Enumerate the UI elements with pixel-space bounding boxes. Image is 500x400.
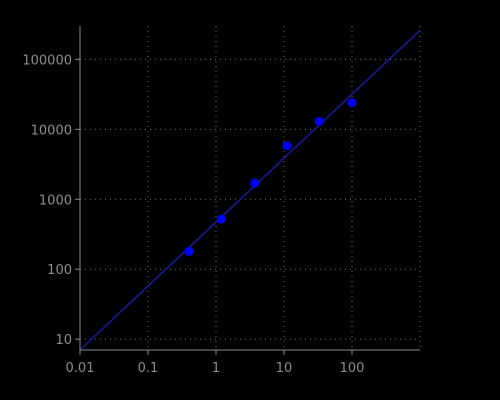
data-points	[184, 98, 357, 256]
x-tick-label: 10	[276, 361, 293, 376]
data-point	[314, 116, 324, 126]
axes: 0.01 0.1 1 10 100 10 100 1000 10000 100000	[22, 26, 420, 376]
data-point	[347, 98, 357, 108]
y-tick-label: 100	[47, 263, 72, 278]
fit-line	[79, 29, 421, 351]
fit-line-layer	[79, 29, 421, 351]
x-tick-label: 100	[340, 361, 365, 376]
x-tick-label: 1	[212, 361, 220, 376]
data-point	[282, 141, 292, 151]
y-tick-label: 1000	[39, 193, 72, 208]
y-tick-label: 10000	[31, 123, 72, 138]
data-point	[216, 214, 226, 224]
data-point	[184, 246, 194, 256]
x-tick-label: 0.1	[138, 361, 159, 376]
x-tick-label: 0.01	[66, 361, 95, 376]
y-tick-label: 10	[55, 333, 72, 348]
grid	[80, 26, 421, 350]
y-tick-label: 100000	[22, 53, 72, 68]
data-point	[250, 178, 260, 188]
